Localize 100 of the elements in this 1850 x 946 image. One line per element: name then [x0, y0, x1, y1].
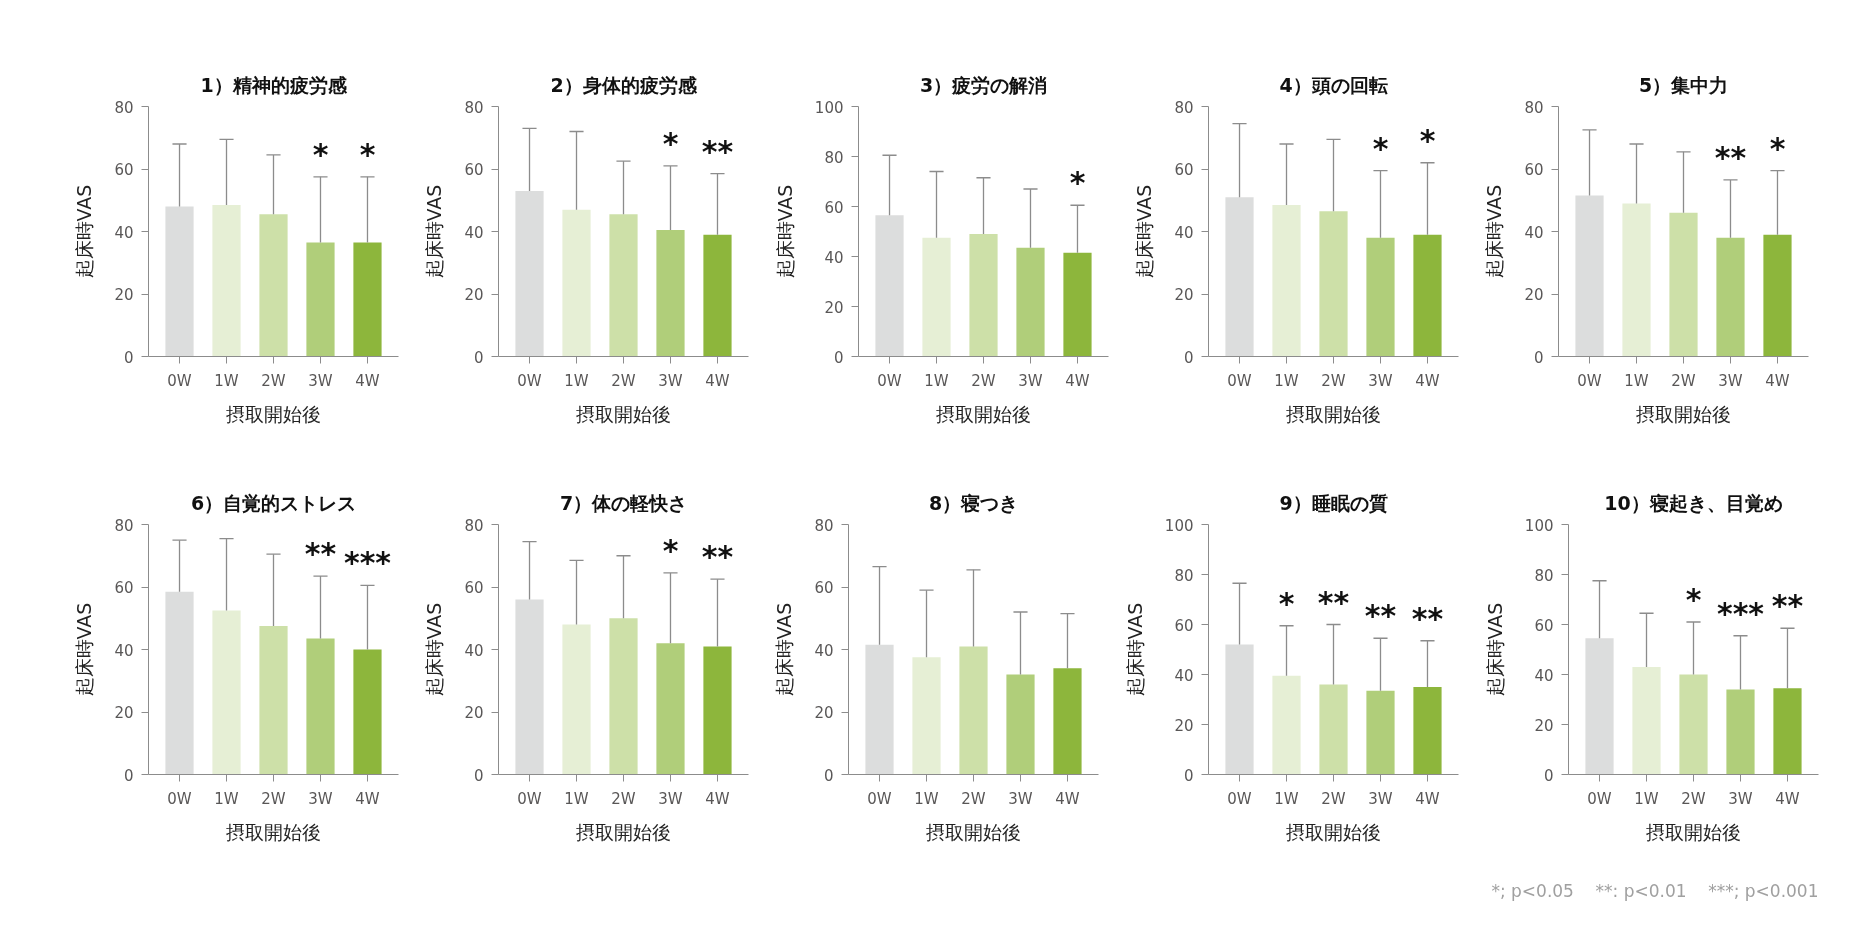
- bar: [656, 229, 685, 357]
- x-axis-title: 摂取開始後: [226, 402, 321, 425]
- y-tick-label: 40: [114, 641, 134, 660]
- x-tick-label: 4W: [355, 371, 380, 390]
- annotation: *: [662, 532, 679, 568]
- x-tick-label: 4W: [1055, 789, 1080, 808]
- y-tick-label: 80: [1174, 98, 1194, 117]
- y-tick-label: 80: [114, 98, 134, 117]
- text: *; p<0.05 **: p<0.01 ***; p<0.001: [1491, 880, 1819, 901]
- bar: [1225, 197, 1254, 357]
- x-tick-label: 2W: [611, 371, 636, 390]
- bar: [1632, 667, 1661, 775]
- bar: [875, 215, 904, 357]
- annotation: **: [1364, 598, 1397, 634]
- annotation: *: [312, 136, 329, 172]
- y-tick-label: 20: [114, 286, 134, 304]
- bar: [1272, 204, 1301, 357]
- y-tick-label: 0: [1533, 348, 1544, 367]
- y-axis-title: 起床時VAS: [73, 602, 96, 697]
- y-axis-title: 起床時VAS: [1123, 602, 1146, 697]
- y-tick-label: 0: [1183, 766, 1194, 785]
- y-tick-label: 60: [1174, 161, 1194, 179]
- x-tick-label: 4W: [355, 789, 380, 808]
- y-tick-label: 60: [114, 579, 134, 597]
- y-tick-label: 60: [814, 579, 834, 597]
- bar: [165, 206, 194, 357]
- x-tick-label: 3W: [658, 789, 683, 808]
- x-tick-label: 0W: [167, 371, 192, 390]
- chart-title: 3）疲労の解消: [919, 73, 1048, 96]
- bar: [1413, 687, 1442, 775]
- bar: [306, 242, 335, 357]
- bar: [1716, 237, 1745, 357]
- annotation: **: [701, 133, 734, 169]
- x-axis-title: 摂取開始後: [926, 820, 1021, 843]
- annotation: **: [701, 539, 734, 575]
- bar: [1413, 234, 1442, 357]
- x-tick-label: 0W: [1227, 371, 1252, 390]
- y-tick-label: 60: [1524, 161, 1544, 179]
- x-tick-label: 4W: [1775, 789, 1800, 808]
- x-tick-label: 0W: [1577, 371, 1602, 390]
- x-tick-label: 1W: [214, 789, 239, 808]
- y-tick-label: 80: [814, 516, 834, 535]
- y-tick-label: 0: [123, 348, 134, 367]
- y-tick-label: 40: [1534, 666, 1554, 685]
- x-tick-label: 1W: [214, 371, 239, 390]
- x-axis-title: 摂取開始後: [936, 402, 1031, 425]
- x-tick-label: 2W: [1321, 371, 1346, 390]
- x-tick-label: 2W: [1671, 371, 1696, 390]
- x-tick-label: 3W: [1368, 789, 1393, 808]
- x-tick-label: 1W: [1274, 371, 1299, 390]
- x-axis-title: 摂取開始後: [576, 820, 671, 843]
- bar: [1679, 674, 1708, 775]
- y-tick-label: 20: [464, 704, 484, 722]
- chart-title: 5）集中力: [1638, 73, 1729, 96]
- bar: [1016, 247, 1045, 357]
- x-tick-label: 1W: [564, 789, 589, 808]
- bar: [912, 657, 941, 775]
- x-axis-title: 摂取開始後: [1646, 820, 1741, 843]
- annotation: **: [1317, 584, 1350, 620]
- bar: [609, 214, 638, 357]
- x-tick-label: 0W: [1587, 789, 1612, 808]
- y-tick-label: 40: [1524, 223, 1544, 242]
- y-tick-label: 60: [1174, 616, 1194, 635]
- bar: [515, 599, 544, 775]
- bar: [1319, 684, 1348, 775]
- y-tick-label: 60: [464, 579, 484, 597]
- y-tick-label: 40: [814, 641, 834, 660]
- bar: [1575, 195, 1604, 357]
- bar: [1669, 212, 1698, 357]
- x-axis-title: 摂取開始後: [576, 402, 671, 425]
- chart-title: 4）頭の回転: [1279, 73, 1388, 96]
- x-axis-title: 摂取開始後: [1286, 820, 1381, 843]
- bar: [922, 237, 951, 357]
- x-tick-label: 2W: [611, 789, 636, 808]
- annotation: *: [1069, 165, 1086, 201]
- chart-title: 7）体の軽快さ: [559, 491, 688, 514]
- x-tick-label: 3W: [658, 371, 683, 390]
- x-tick-label: 4W: [1415, 789, 1440, 808]
- x-axis-title: 摂取開始後: [1636, 402, 1731, 425]
- y-tick-label: 40: [464, 223, 484, 242]
- x-tick-label: 2W: [1681, 789, 1706, 808]
- x-tick-label: 0W: [1227, 789, 1252, 808]
- annotation: *: [1769, 130, 1786, 166]
- x-tick-label: 4W: [705, 789, 730, 808]
- bar: [1585, 638, 1614, 775]
- bar: [703, 646, 732, 775]
- x-tick-label: 1W: [564, 371, 589, 390]
- annotation: **: [1411, 600, 1444, 636]
- annotation: **: [1714, 139, 1747, 175]
- bar: [865, 644, 894, 775]
- annotation: *: [1685, 582, 1702, 617]
- y-tick-label: 80: [824, 148, 844, 167]
- bar: [353, 649, 382, 775]
- y-tick-label: 40: [114, 223, 134, 242]
- bar: [969, 234, 998, 357]
- bar: [1366, 690, 1395, 775]
- y-tick-label: 0: [473, 348, 484, 367]
- x-tick-label: 2W: [961, 789, 986, 808]
- y-tick-label: 20: [1534, 716, 1554, 735]
- y-tick-label: 40: [464, 641, 484, 660]
